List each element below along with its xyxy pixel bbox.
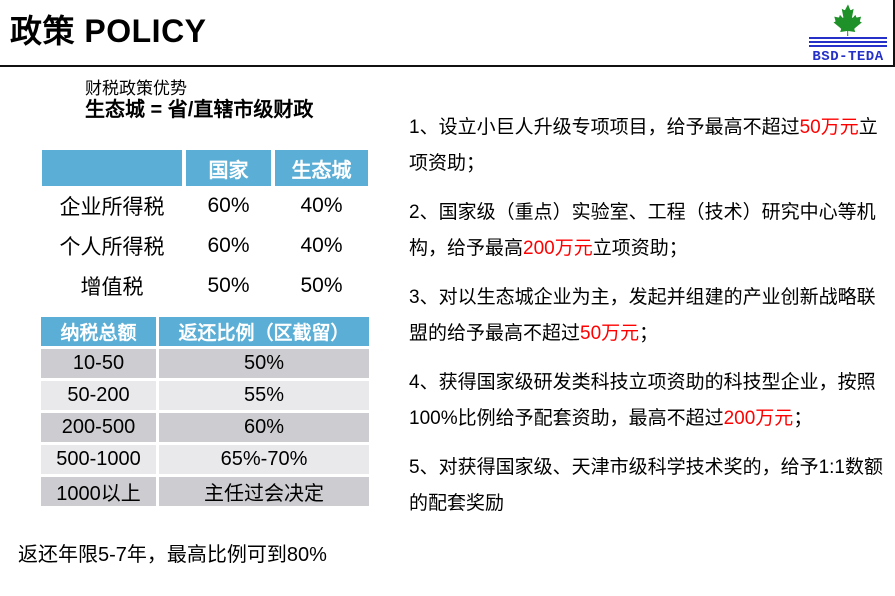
- table-cell: 50%: [207, 274, 250, 297]
- table-row: 个人所得税 60% 40%: [42, 226, 368, 266]
- subtitle-ecocity-equals: 生态城 = 省/直辖市级财政: [85, 99, 314, 121]
- policy-text: 4、获得国家级研发类科技立项资助的科技型企业，按照100%比例给予配套资助，最高…: [409, 372, 876, 429]
- table-row: 200-500 60%: [41, 413, 369, 442]
- page-title: 政策 POLICY: [10, 13, 207, 49]
- highlighted-amount: 50万元: [580, 323, 640, 344]
- table-row: 企业所得税 60% 40%: [42, 186, 368, 226]
- table-cell: 1000以上: [41, 477, 156, 506]
- policy-text: ；: [793, 408, 813, 429]
- column-header: [42, 150, 182, 186]
- highlighted-amount: 200万元: [723, 408, 794, 429]
- policy-text: 立项资助；: [409, 117, 878, 174]
- policy-text: 2、国家级（重点）实验室、工程（技术）研究中心等机构，给予最高: [409, 202, 876, 259]
- policy-list: 1、设立小巨人升级专项项目，给予最高不超过50万元立项资助； 2、国家级（重点）实…: [409, 110, 883, 535]
- table-cell: 50%: [300, 274, 343, 297]
- logo-text: BSD-TEDA: [812, 49, 884, 65]
- table-cell: 40%: [300, 194, 343, 217]
- header-edge-line: [893, 0, 895, 65]
- policy-item: 3、对以生态城企业为主，发起并组建的产业创新战略联盟的给予最高不超过50万元；: [409, 280, 883, 352]
- table-cell: 增值税: [80, 276, 144, 299]
- table-cell: 60%: [159, 413, 369, 442]
- table-row: 1000以上 主任过会决定: [41, 477, 369, 506]
- subtitle-fiscal-advantage: 财税政策优势: [85, 79, 187, 98]
- table-row: 500-1000 65%-70%: [41, 445, 369, 474]
- table-row: 10-50 50%: [41, 349, 369, 378]
- table-cell: 500-1000: [41, 445, 156, 474]
- policy-item: 2、国家级（重点）实验室、工程（技术）研究中心等机构，给予最高200万元立项资助…: [409, 195, 883, 267]
- table-cell: 10-50: [41, 349, 156, 378]
- policy-text: 立项资助；: [592, 238, 688, 259]
- bsd-teda-logo: BSD-TEDA: [807, 2, 889, 65]
- table-cell: 55%: [159, 381, 369, 410]
- maple-leaf-icon: [832, 2, 864, 39]
- policy-text: 1、设立小巨人升级专项项目，给予最高不超过: [409, 117, 800, 138]
- policy-item: 5、对获得国家级、天津市级科学技术奖的，给予1:1数额的配套奖励: [409, 450, 883, 522]
- table-cell: 60%: [207, 234, 250, 257]
- column-header: 纳税总额: [41, 317, 156, 346]
- table-cell: 50%: [159, 349, 369, 378]
- policy-text: 5、对获得国家级、天津市级科学技术奖的，给予1:1数额的配套奖励: [409, 457, 883, 514]
- table-header-row: 纳税总额 返还比例（区截留）: [41, 317, 369, 346]
- table-cell: 40%: [300, 234, 343, 257]
- table-cell: 50-200: [41, 381, 156, 410]
- column-header: 返还比例（区截留）: [159, 317, 369, 346]
- table-row: 增值税 50% 50%: [42, 266, 368, 306]
- table-cell: 个人所得税: [59, 236, 165, 259]
- table-cell: 企业所得税: [59, 196, 165, 219]
- column-header: 生态城: [275, 150, 368, 186]
- highlighted-amount: 200万元: [523, 238, 593, 259]
- table-cell: 65%-70%: [159, 445, 369, 474]
- table-header-row: 国家 生态城: [42, 150, 368, 186]
- table-row: 50-200 55%: [41, 381, 369, 410]
- policy-item: 1、设立小巨人升级专项项目，给予最高不超过50万元立项资助；: [409, 110, 883, 182]
- policy-text: 3、对以生态城企业为主，发起并组建的产业创新战略联盟的给予最高不超过: [409, 287, 876, 344]
- table-cell: 200-500: [41, 413, 156, 442]
- tax-share-table: 国家 生态城企业所得税 60% 40% 个人所得税 60% 40% 增值税 50% 50%: [38, 150, 372, 306]
- tax-rebate-table: 纳税总额 返还比例（区截留） 10-50 50% 50-200 55% 200-500 60%…: [38, 314, 372, 509]
- highlighted-amount: 50万元: [799, 117, 859, 138]
- policy-text: ；: [639, 323, 659, 344]
- policy-item: 4、获得国家级研发类科技立项资助的科技型企业，按照100%比例给予配套资助，最高…: [409, 365, 883, 437]
- rebate-note: 返还年限5-7年，最高比例可到80%: [18, 544, 327, 566]
- table-cell: 60%: [207, 194, 250, 217]
- header: 政策 POLICY BSD-TEDA: [0, 0, 895, 67]
- table-cell: 主任过会决定: [159, 477, 369, 506]
- column-header: 国家: [186, 150, 271, 186]
- logo-lines: [809, 37, 887, 49]
